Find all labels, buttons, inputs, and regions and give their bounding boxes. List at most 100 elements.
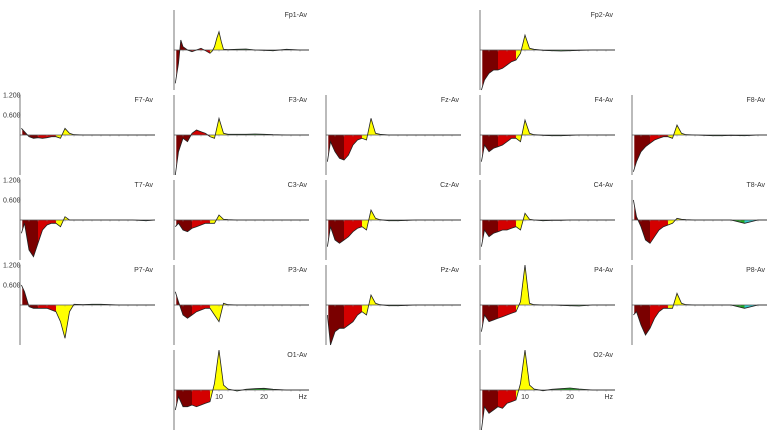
panel-label-f4-av: F4-Av bbox=[594, 97, 613, 104]
panel-label-p7-av: P7-Av bbox=[134, 267, 153, 274]
band-fill-f7-av-dark bbox=[22, 129, 38, 139]
spectrum-line-p8-av bbox=[633, 292, 767, 336]
x-unit-label-o1-av: Hz bbox=[298, 394, 307, 401]
spectrum-line-pz-av bbox=[327, 293, 461, 346]
band-fill-o1-av-red bbox=[192, 390, 210, 407]
band-fill-p8-av-yellow bbox=[668, 293, 686, 309]
band-fill-f4-av-yellow bbox=[516, 120, 534, 142]
band-fill-fz-av-red bbox=[344, 135, 362, 160]
panel-label-fp1-av: Fp1-Av bbox=[285, 12, 308, 19]
band-fill-fz-av-yellow bbox=[362, 118, 380, 140]
panel-label-t7-av: T7-Av bbox=[134, 182, 153, 189]
x-tick-label-o1-av: 20 bbox=[260, 394, 268, 401]
panel-label-p3-av: P3-Av bbox=[288, 267, 307, 274]
band-fill-f8-av-red bbox=[650, 135, 668, 144]
x-unit-label-o2-av: Hz bbox=[604, 394, 613, 401]
band-fill-f4-av-red bbox=[498, 135, 516, 147]
band-fill-c3-av-dark bbox=[176, 220, 192, 232]
band-fill-p4-av-yellow bbox=[516, 265, 534, 312]
band-fill-cz-av-dark bbox=[328, 220, 344, 244]
y-tick-label-f7-av: 1.200 bbox=[3, 93, 21, 100]
spectrum-line-fp2-av bbox=[481, 33, 615, 91]
band-fill-p7-av-dark bbox=[22, 286, 38, 309]
panel-label-t8-av: T8-Av bbox=[746, 182, 765, 189]
band-fill-p4-av-red bbox=[498, 305, 516, 319]
band-fill-fp1-av-yellow bbox=[210, 31, 228, 54]
spectrum-line-f4-av bbox=[481, 118, 615, 162]
x-tick-label-o1-av: 10 bbox=[215, 394, 223, 401]
spectrum-line-o2-av bbox=[481, 349, 615, 431]
band-fill-p3-av-dark bbox=[176, 294, 192, 319]
x-tick-label-o2-av: 20 bbox=[566, 394, 574, 401]
band-fill-c4-av-dark bbox=[482, 220, 498, 242]
panel-label-fp2-av: Fp2-Av bbox=[591, 12, 614, 19]
band-fill-t7-av-red bbox=[38, 220, 56, 244]
band-fill-o1-av-dark bbox=[176, 390, 192, 407]
band-fill-p7-av-red bbox=[38, 305, 56, 312]
band-fill-t7-av-dark bbox=[22, 220, 38, 257]
band-fill-p8-av-cyan bbox=[744, 305, 767, 309]
spectrum-line-o1-av bbox=[174, 349, 309, 411]
spectrum-line-f3-av bbox=[174, 116, 309, 176]
band-fill-c3-av-red bbox=[192, 220, 210, 229]
panel-label-fz-av: Fz-Av bbox=[441, 97, 460, 104]
panel-label-f7-av: F7-Av bbox=[134, 97, 153, 104]
panel-label-o2-av: O2-Av bbox=[593, 352, 613, 359]
band-fill-f7-av-yellow bbox=[56, 128, 74, 139]
spectrum-line-p3-av bbox=[174, 291, 309, 323]
spectrum-line-c3-av bbox=[175, 214, 309, 233]
band-fill-f4-av-dark bbox=[482, 135, 498, 157]
panel-label-f8-av: F8-Av bbox=[746, 97, 765, 104]
spectrum-line-p4-av bbox=[481, 264, 615, 332]
band-fill-p8-av-red bbox=[650, 305, 668, 329]
band-fill-f3-av-dark bbox=[176, 133, 192, 169]
spectrum-line-t7-av bbox=[21, 216, 156, 258]
panel-label-p4-av: P4-Av bbox=[594, 267, 613, 274]
panel-label-pz-av: Pz-Av bbox=[440, 267, 459, 274]
band-fill-o2-av-dark bbox=[482, 390, 498, 424]
y-tick-label-t7-av: 1.200 bbox=[3, 178, 21, 185]
band-fill-cz-av-red bbox=[344, 220, 362, 240]
band-fill-t7-av-yellow bbox=[56, 216, 74, 227]
band-fill-c4-av-red bbox=[498, 220, 516, 232]
band-fill-t8-av-cyan bbox=[744, 220, 767, 224]
y-tick-label-p7-av: 0.600 bbox=[3, 283, 21, 290]
panel-label-f3-av: F3-Av bbox=[288, 97, 307, 104]
band-fill-pz-av-red bbox=[344, 305, 362, 329]
spectrum-line-c4-av bbox=[481, 212, 615, 247]
band-fill-f3-av-red bbox=[192, 130, 210, 137]
band-fill-f8-av-dark bbox=[634, 135, 650, 169]
band-fill-p4-av-dark bbox=[482, 305, 498, 327]
band-fill-o2-av-green bbox=[534, 388, 593, 391]
spectrum-line-f8-av bbox=[633, 124, 767, 172]
band-fill-pz-av-dark bbox=[328, 305, 344, 345]
band-fill-fz-av-dark bbox=[328, 135, 344, 160]
band-fill-fp2-av-dark bbox=[482, 50, 498, 88]
spectrum-line-f7-av bbox=[21, 127, 155, 139]
panel-label-c3-av: C3-Av bbox=[288, 182, 308, 189]
y-tick-label-p7-av: 1.200 bbox=[3, 263, 21, 270]
band-fill-c4-av-yellow bbox=[516, 213, 534, 230]
y-tick-label-t7-av: 0.600 bbox=[3, 198, 21, 205]
band-fill-p3-av-yellow bbox=[210, 303, 228, 322]
y-tick-label-f7-av: 0.600 bbox=[3, 113, 21, 120]
band-fill-p8-av-dark bbox=[634, 305, 650, 335]
spectrum-line-t8-av bbox=[633, 199, 767, 244]
band-fill-t8-av-dark bbox=[634, 204, 650, 244]
band-fill-t8-av-red bbox=[650, 220, 668, 244]
panel-label-o1-av: O1-Av bbox=[287, 352, 307, 359]
spectrum-line-fz-av bbox=[327, 118, 461, 162]
band-fill-c3-av-yellow bbox=[210, 215, 228, 224]
band-fill-p7-av-yellow bbox=[56, 304, 74, 339]
band-fill-f7-av-red bbox=[38, 135, 56, 139]
panel-label-c4-av: C4-Av bbox=[594, 182, 614, 189]
panel-label-cz-av: Cz-Av bbox=[440, 182, 459, 189]
band-fill-o2-av-yellow bbox=[516, 350, 534, 400]
x-tick-label-o2-av: 10 bbox=[521, 394, 529, 401]
band-fill-o2-av-red bbox=[498, 390, 516, 409]
band-fill-fp2-av-yellow bbox=[516, 35, 534, 60]
panel-label-p8-av: P8-Av bbox=[746, 267, 765, 274]
spectrum-line-fp1-av bbox=[174, 30, 309, 84]
spectrum-line-cz-av bbox=[327, 208, 461, 247]
